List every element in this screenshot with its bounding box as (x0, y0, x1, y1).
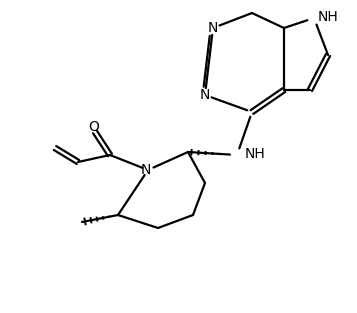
Text: NH: NH (245, 147, 266, 161)
Text: O: O (89, 120, 100, 134)
Text: N: N (208, 21, 218, 35)
Text: NH: NH (318, 10, 339, 24)
Text: N: N (200, 88, 210, 102)
Text: N: N (141, 163, 151, 177)
